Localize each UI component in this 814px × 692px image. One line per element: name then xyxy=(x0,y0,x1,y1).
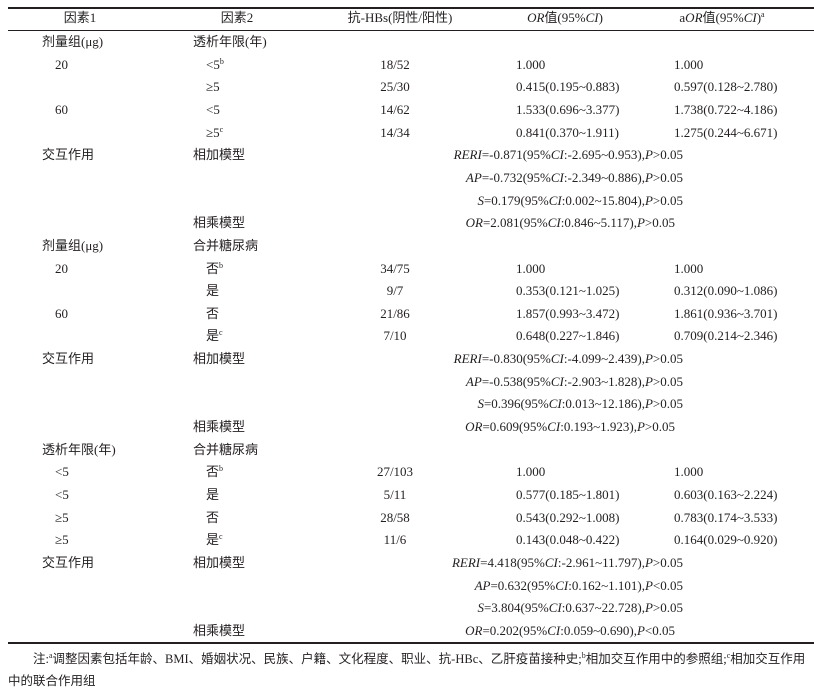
row-antihbs: 21/86 xyxy=(380,305,410,321)
row-factor1: <5 xyxy=(55,487,69,502)
additive-stat: S=0.396(95%CI:0.013~12.186),P>0.05 xyxy=(477,396,683,412)
row-factor2: 是c xyxy=(206,532,223,548)
row-aor: 0.164(0.029~0.920) xyxy=(674,532,778,548)
row-antihbs: 27/103 xyxy=(376,464,414,480)
header-antihbs: 抗-HBs(阴性/阳性) xyxy=(347,10,453,25)
additive-stat: S=3.804(95%CI:0.637~22.728),P>0.05 xyxy=(477,600,683,616)
row-factor2: <5 xyxy=(206,101,220,117)
multiplicative-stat: OR=0.202(95%CI:0.059~0.690),P<0.05 xyxy=(465,622,675,638)
row-aor: 0.783(0.174~3.533) xyxy=(674,509,778,525)
multiplicative-stat: OR=2.081(95%CI:0.846~5.117),P>0.05 xyxy=(465,215,675,231)
row-factor2: 否 xyxy=(206,305,220,321)
row-antihbs: 9/7 xyxy=(386,283,404,299)
row-aor: 0.312(0.090~1.086) xyxy=(674,283,778,299)
top-rule xyxy=(8,7,814,9)
multiplicative-stat: OR=0.609(95%CI:0.193~1.923),P>0.05 xyxy=(465,419,675,435)
row-or: 0.353(0.121~1.025) xyxy=(516,283,620,299)
interaction-label: 交互作用 xyxy=(42,147,95,163)
row-factor2: 是 xyxy=(206,487,220,502)
row-factor2: <5b xyxy=(206,56,224,72)
row-or: 1.857(0.993~3.472) xyxy=(516,305,620,321)
group-factor2: 合并糖尿病 xyxy=(193,237,259,253)
additive-stat: AP=-0.732(95%CI:-2.349~0.886),P>0.05 xyxy=(465,169,683,185)
additive-stat: RERI=4.418(95%CI:-2.961~11.797),P>0.05 xyxy=(451,554,683,570)
header-aor: aOR值(95%CI)a xyxy=(679,10,765,25)
row-or: 1.000 xyxy=(516,464,546,480)
row-aor: 1.738(0.722~4.186) xyxy=(674,101,778,117)
row-or: 0.143(0.048~0.422) xyxy=(516,532,620,548)
row-factor1: ≥5 xyxy=(55,532,69,548)
header-factor1: 因素1 xyxy=(63,10,97,25)
row-or: 0.415(0.195~0.883) xyxy=(516,79,620,95)
row-aor: 1.275(0.244~6.671) xyxy=(674,124,778,140)
row-or: 1.533(0.696~3.377) xyxy=(516,101,620,117)
interaction-label: 交互作用 xyxy=(42,351,95,367)
additive-model-label: 相加模型 xyxy=(193,351,246,367)
multiplicative-model-label: 相乘模型 xyxy=(193,215,246,231)
row-or: 0.577(0.185~1.801) xyxy=(516,487,620,502)
row-aor: 0.709(0.214~2.346) xyxy=(674,328,778,344)
row-antihbs: 14/62 xyxy=(380,101,410,117)
row-factor2: 否b xyxy=(206,464,224,480)
row-factor2: ≥5c xyxy=(206,124,224,140)
additive-stat: RERI=-0.871(95%CI:-2.695~0.953),P>0.05 xyxy=(453,147,683,163)
row-antihbs: 18/52 xyxy=(380,56,410,72)
row-factor1: 20 xyxy=(55,56,68,72)
row-or: 0.648(0.227~1.846) xyxy=(516,328,620,344)
row-antihbs: 7/10 xyxy=(383,328,407,344)
group-factor2: 合并糖尿病 xyxy=(193,441,259,457)
additive-stat: AP=-0.538(95%CI:-2.903~1.828),P>0.05 xyxy=(465,373,683,389)
additive-stat: AP=0.632(95%CI:0.162~1.101),P<0.05 xyxy=(474,577,683,593)
additive-model-label: 相加模型 xyxy=(193,554,246,570)
row-or: 0.543(0.292~1.008) xyxy=(516,509,620,525)
row-aor: 1.000 xyxy=(674,56,704,72)
row-factor1: 20 xyxy=(55,260,68,276)
row-antihbs: 11/6 xyxy=(383,532,407,548)
row-factor1: ≥5 xyxy=(55,509,69,525)
row-aor: 1.000 xyxy=(674,260,704,276)
row-factor1: 60 xyxy=(55,101,68,117)
row-antihbs: 28/58 xyxy=(380,509,410,525)
additive-model-label: 相加模型 xyxy=(193,147,246,163)
group-factor1: 剂量组(μg) xyxy=(42,237,104,253)
group-factor1: 剂量组(μg) xyxy=(42,34,104,49)
multiplicative-model-label: 相乘模型 xyxy=(193,419,246,435)
row-factor2: ≥5 xyxy=(206,79,220,95)
row-factor2: 是 xyxy=(206,283,220,299)
row-factor2: 是c xyxy=(206,328,223,344)
row-aor: 0.597(0.128~2.780) xyxy=(674,79,778,95)
header-rule xyxy=(8,30,814,31)
table-note: 注:a调整因素包括年龄、BMI、婚姻状况、民族、户籍、文化程度、职业、抗-HBc… xyxy=(8,651,806,688)
row-or: 0.841(0.370~1.911) xyxy=(516,124,619,140)
row-factor2: 否b xyxy=(206,260,224,276)
interaction-label: 交互作用 xyxy=(42,554,95,570)
header-or: OR值(95%CI) xyxy=(527,10,603,25)
group-factor2: 透析年限(年) xyxy=(193,34,267,49)
row-aor: 1.861(0.936~3.701) xyxy=(674,305,778,321)
row-antihbs: 14/34 xyxy=(380,124,410,140)
additive-stat: S=0.179(95%CI:0.002~15.804),P>0.05 xyxy=(477,192,683,208)
row-or: 1.000 xyxy=(516,260,546,276)
bottom-rule xyxy=(8,642,814,644)
multiplicative-model-label: 相乘模型 xyxy=(193,622,246,638)
row-aor: 1.000 xyxy=(674,464,704,480)
header-factor2: 因素2 xyxy=(220,10,254,25)
row-factor1: 60 xyxy=(55,305,68,321)
row-aor: 0.603(0.163~2.224) xyxy=(674,487,778,502)
row-factor2: 否 xyxy=(206,509,220,525)
row-antihbs: 25/30 xyxy=(380,79,410,95)
group-factor1: 透析年限(年) xyxy=(42,441,116,457)
row-or: 1.000 xyxy=(516,56,546,72)
additive-stat: RERI=-0.830(95%CI:-4.099~2.439),P>0.05 xyxy=(453,351,683,367)
row-factor1: <5 xyxy=(55,464,69,480)
row-antihbs: 5/11 xyxy=(383,487,407,502)
row-antihbs: 34/75 xyxy=(380,260,410,276)
